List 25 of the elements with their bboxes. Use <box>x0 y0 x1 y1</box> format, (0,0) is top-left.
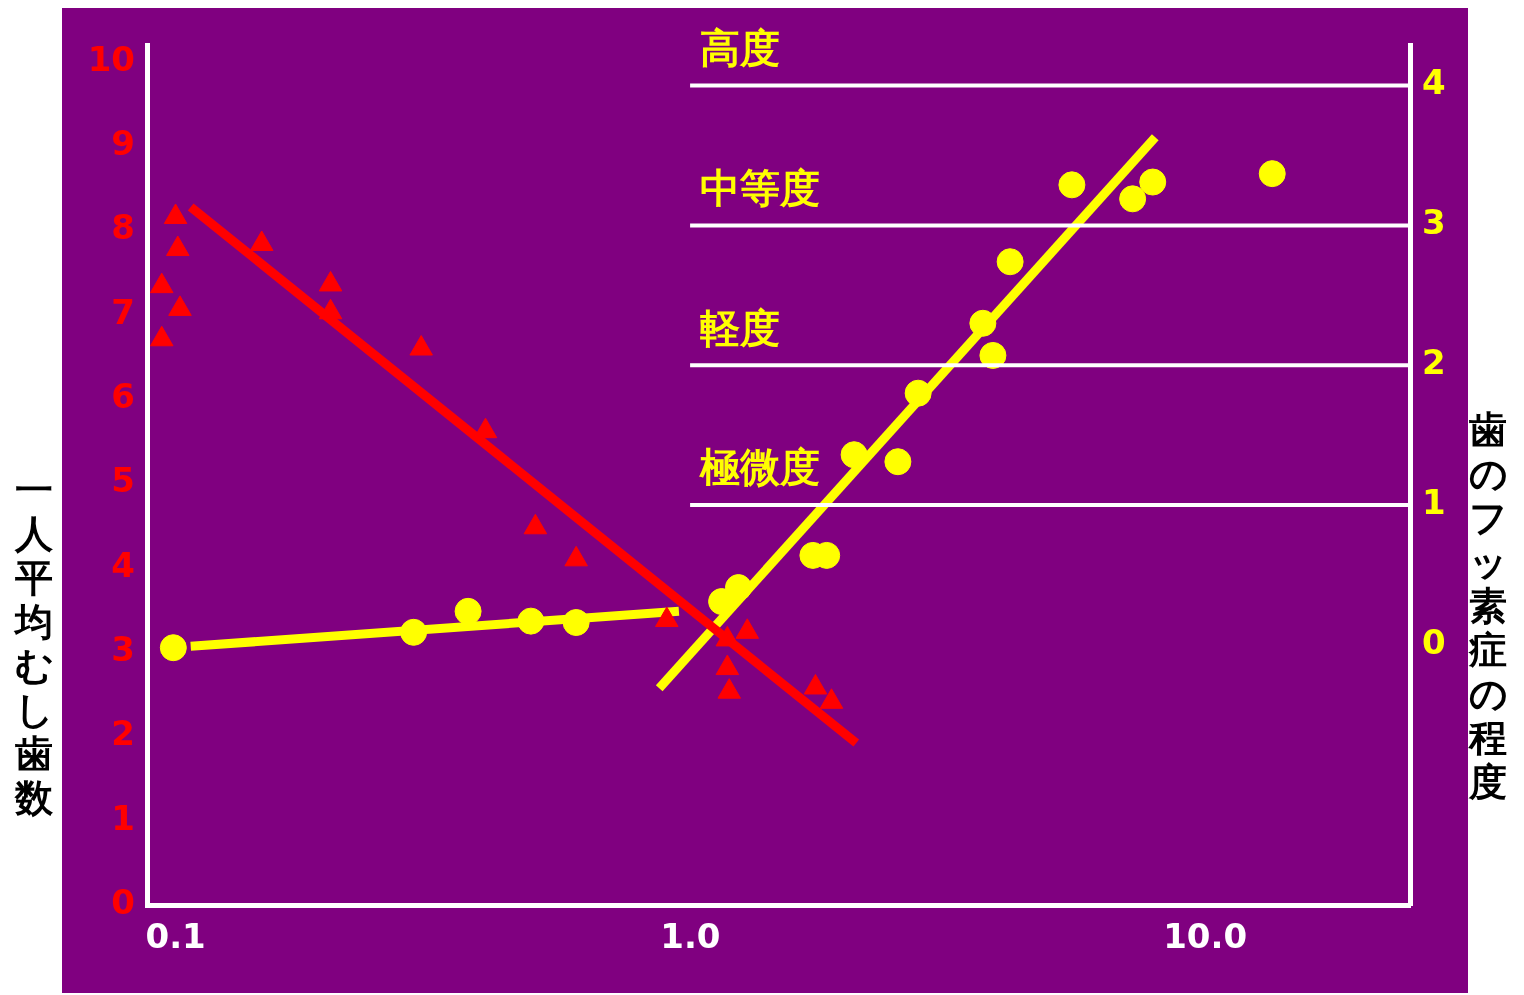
ref-line-label: 極微度 <box>699 444 821 491</box>
y2-tick-label: 4 <box>1422 62 1446 103</box>
y-tick-label: 10 <box>87 38 135 79</box>
y2-tick-label: 0 <box>1422 621 1446 662</box>
y-tick-label: 0 <box>111 881 135 922</box>
x-tick-label: 10.0 <box>1163 916 1248 957</box>
y-tick-label: 6 <box>111 375 135 416</box>
x-tick-label: 0.1 <box>145 916 206 957</box>
y-tick-label: 5 <box>111 460 135 501</box>
y-tick-label: 3 <box>111 628 135 669</box>
y2-tick-label: 1 <box>1422 481 1446 522</box>
y-axis-title: 一人平均むし歯数 <box>14 468 54 820</box>
y2-tick-label: 2 <box>1422 342 1446 383</box>
y-tick-label: 1 <box>111 797 135 838</box>
y2-tick-label: 3 <box>1422 202 1446 243</box>
text: 歯のフッ素症の程度 <box>1468 408 1508 804</box>
y-tick-label: 2 <box>111 713 135 754</box>
ref-line-label: 中等度 <box>700 164 821 211</box>
ref-line-label: 軽度 <box>700 304 781 351</box>
y-tick-label: 4 <box>111 544 135 585</box>
x-tick-label: 1.0 <box>660 916 721 957</box>
y-tick-label: 8 <box>111 207 135 248</box>
ref-line-label: 高度 <box>700 24 781 71</box>
y-tick-label: 7 <box>111 291 135 332</box>
y-tick-label: 9 <box>111 123 135 163</box>
